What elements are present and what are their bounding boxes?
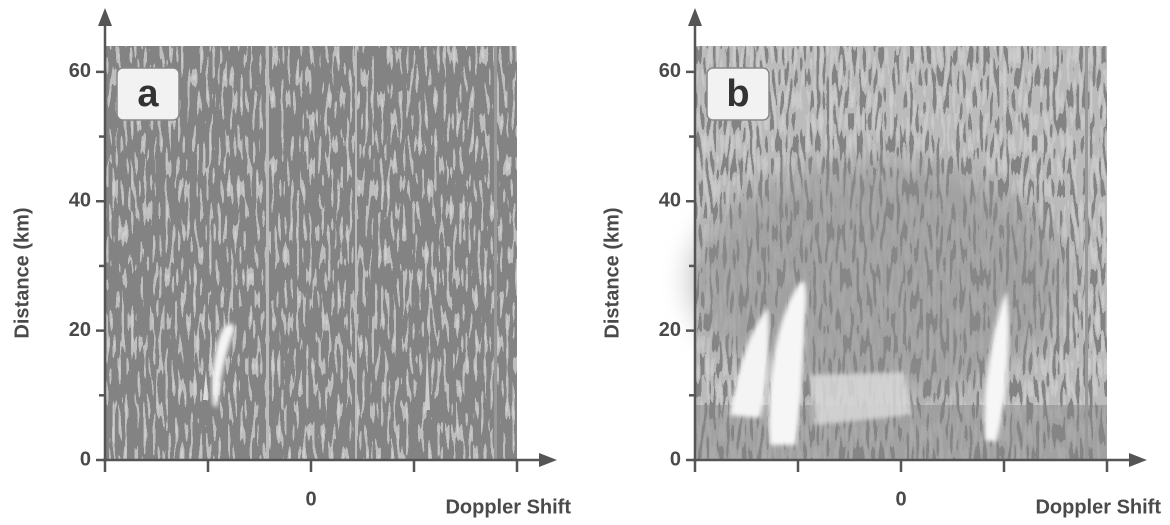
- echo: [730, 308, 769, 418]
- panel-label: a: [137, 73, 159, 115]
- x-tick-label: 0: [305, 488, 316, 510]
- x-arrow: [1129, 453, 1147, 467]
- streak: [266, 46, 269, 460]
- y-arrow: [98, 8, 112, 26]
- echo: [425, 345, 430, 410]
- echo: [212, 323, 235, 408]
- x-axis-label: Doppler Shift: [445, 496, 571, 518]
- y-axis-label: Distance (km): [601, 207, 623, 338]
- y-tick-label: 60: [69, 60, 91, 82]
- y-arrow: [688, 8, 702, 26]
- panel-b-image: [690, 46, 1107, 460]
- y-tick-label: 0: [670, 448, 681, 470]
- panel: 0 20 40 60 0 Doppler Shift Distance (km) a: [11, 8, 571, 518]
- y-tick-label: 0: [80, 448, 91, 470]
- echo: [768, 281, 806, 445]
- y-axis-label: Distance (km): [11, 207, 33, 338]
- y-tick-label: 60: [659, 60, 681, 82]
- streak: [1085, 46, 1088, 460]
- y-tick-label: 20: [659, 319, 681, 341]
- panel-label-box: [116, 67, 180, 121]
- streak: [494, 46, 497, 460]
- echo: [203, 370, 208, 400]
- echo: [984, 292, 1009, 442]
- panel-label: b: [726, 73, 749, 115]
- x-arrow: [539, 453, 557, 467]
- panel-label-box: [706, 67, 770, 121]
- x-tick-label: 0: [895, 488, 906, 510]
- y-tick-label: 40: [69, 190, 91, 212]
- streak: [355, 46, 357, 460]
- x-axis-label: Doppler Shift: [1035, 496, 1161, 518]
- panel: 0 20 40 60 0 Doppler Shift Distance (km) b: [601, 8, 1161, 518]
- y-tick-label: 20: [69, 319, 91, 341]
- y-tick-label: 40: [659, 190, 681, 212]
- echo: [810, 372, 912, 425]
